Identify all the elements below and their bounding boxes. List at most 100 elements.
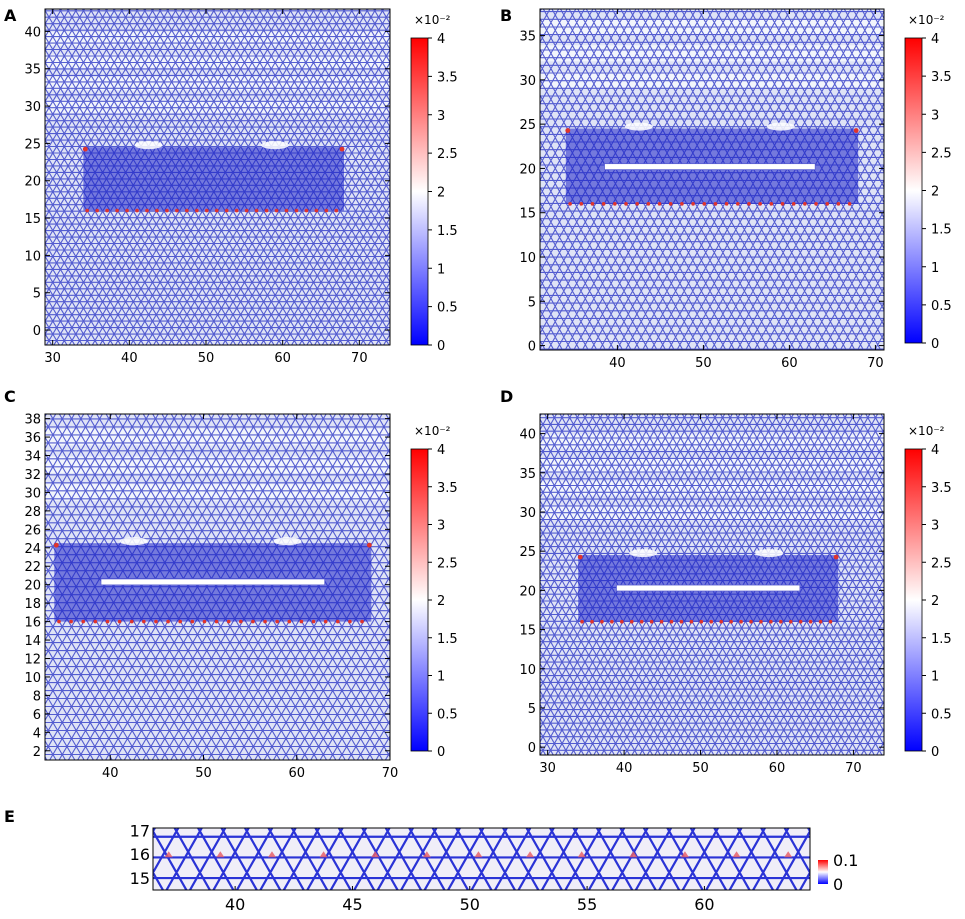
colorbar-tick-label: 4	[437, 32, 445, 47]
x-tick-label: 70	[351, 351, 368, 366]
corner-marker	[565, 128, 570, 133]
bottom-edge-marker	[81, 620, 85, 624]
x-tick-label: 70	[845, 761, 862, 776]
bottom-edge-marker	[680, 620, 684, 624]
bottom-edge-marker	[647, 202, 651, 206]
bottom-edge-marker	[235, 209, 239, 213]
bottom-edge-marker	[191, 620, 195, 624]
y-tick-label: 20	[24, 579, 41, 594]
colorbar-exponent: ×10⁻²	[908, 424, 945, 438]
stress-highlight	[261, 141, 289, 149]
x-tick-label: 60	[274, 351, 291, 366]
y-tick-label: 16	[130, 845, 150, 864]
bottom-edge-marker	[736, 202, 740, 206]
colorbar-tick-label: 1	[437, 262, 445, 277]
bottom-edge-marker	[660, 620, 664, 624]
stress-band	[540, 45, 884, 61]
colorbar-tick-label: 0.5	[437, 707, 458, 722]
stress-highlight	[273, 537, 301, 545]
colorbar-tick-label: 0	[437, 745, 445, 760]
bottom-edge-marker	[837, 202, 841, 206]
x-tick-label: 40	[121, 351, 138, 366]
x-tick-label: 70	[382, 766, 399, 781]
y-tick-label: 18	[24, 597, 41, 612]
stress-highlight	[767, 123, 795, 131]
crack	[605, 164, 816, 170]
bottom-edge-marker	[620, 620, 624, 624]
y-tick-label: 36	[24, 431, 41, 446]
y-tick-label: 20	[24, 175, 41, 190]
panel-e: 40 45 50 55 60 15 16 17 0 0.1 E	[4, 804, 943, 914]
y-tick-label: 5	[528, 295, 536, 310]
x-tick-label: 60	[694, 895, 714, 914]
bottom-edge-marker	[227, 620, 231, 624]
x-tick-label: 50	[692, 761, 709, 776]
bottom-edge-marker	[759, 620, 763, 624]
bottom-edge-marker	[747, 202, 751, 206]
bottom-edge-marker	[360, 620, 364, 624]
y-tick-label: 10	[24, 671, 41, 686]
colorbar-tick-label: 1.5	[931, 223, 952, 238]
colorbar-tick-label: 2.5	[931, 556, 952, 571]
bottom-edge-marker	[69, 620, 73, 624]
bottom-edge-marker	[714, 202, 718, 206]
y-tick-label: 15	[519, 207, 536, 222]
x-tick-label: 40	[225, 895, 245, 914]
colorbar-tick-label: 4	[437, 443, 445, 458]
bottom-edge-marker	[602, 202, 606, 206]
x-tick-label: 60	[288, 766, 305, 781]
bottom-edge-marker	[275, 209, 279, 213]
bottom-edge-marker	[105, 209, 109, 213]
y-tick-label: 34	[24, 450, 41, 465]
stress-highlight	[135, 141, 163, 149]
bottom-edge-marker	[789, 620, 793, 624]
colorbar-tick-label: 1.5	[931, 632, 952, 647]
bottom-edge-marker	[669, 202, 673, 206]
x-tick-label: 70	[867, 356, 884, 371]
bottom-edge-marker	[295, 209, 299, 213]
colorbar	[411, 38, 428, 345]
colorbar-exponent: ×10⁻²	[414, 13, 451, 27]
colorbar-tick-label: 2	[437, 186, 445, 201]
colorbar-tick-label: 0.5	[437, 301, 458, 316]
bottom-edge-marker	[769, 620, 773, 624]
y-tick-label: 17	[130, 821, 150, 840]
colorbar-tick-label: 0.5	[931, 299, 952, 314]
y-tick-label: 24	[24, 542, 41, 557]
colorbar-tick-label: 3.5	[437, 481, 458, 496]
x-tick-label: 50	[195, 766, 212, 781]
bottom-edge-marker	[166, 620, 170, 624]
colorbar-tick-label: 3	[437, 519, 445, 534]
bottom-edge-marker	[285, 209, 289, 213]
bottom-edge-marker	[251, 620, 255, 624]
y-tick-label: 28	[24, 505, 41, 520]
bottom-edge-marker	[115, 209, 119, 213]
bottom-edge-marker	[579, 202, 583, 206]
crack	[616, 585, 799, 591]
bottom-edge-marker	[125, 209, 129, 213]
bottom-edge-marker	[142, 620, 146, 624]
colorbar-exponent: ×10⁻²	[414, 424, 451, 438]
bottom-edge-marker	[336, 620, 340, 624]
bottom-edge-marker	[205, 209, 209, 213]
panel-label: B	[500, 6, 512, 25]
colorbar-tick-label: 4	[931, 443, 939, 458]
bottom-edge-marker	[699, 620, 703, 624]
colorbar-tick-label: 2.5	[437, 556, 458, 571]
y-tick-label: 8	[33, 689, 41, 704]
bottom-edge-marker	[770, 202, 774, 206]
colorbar	[411, 449, 428, 751]
bottom-edge-marker	[814, 202, 818, 206]
colorbar-tick-label: 2.5	[931, 146, 952, 161]
y-tick-label: 35	[519, 30, 536, 45]
y-tick-label: 14	[24, 634, 41, 649]
bottom-edge-marker	[263, 620, 267, 624]
y-tick-label: 10	[24, 249, 41, 264]
bottom-edge-marker	[178, 620, 182, 624]
x-tick-label: 60	[781, 356, 798, 371]
y-tick-label: 15	[519, 624, 536, 639]
bottom-edge-marker	[809, 620, 813, 624]
y-tick-label: 20	[519, 584, 536, 599]
panel-label: C	[4, 387, 16, 406]
x-tick-label: 45	[342, 895, 362, 914]
